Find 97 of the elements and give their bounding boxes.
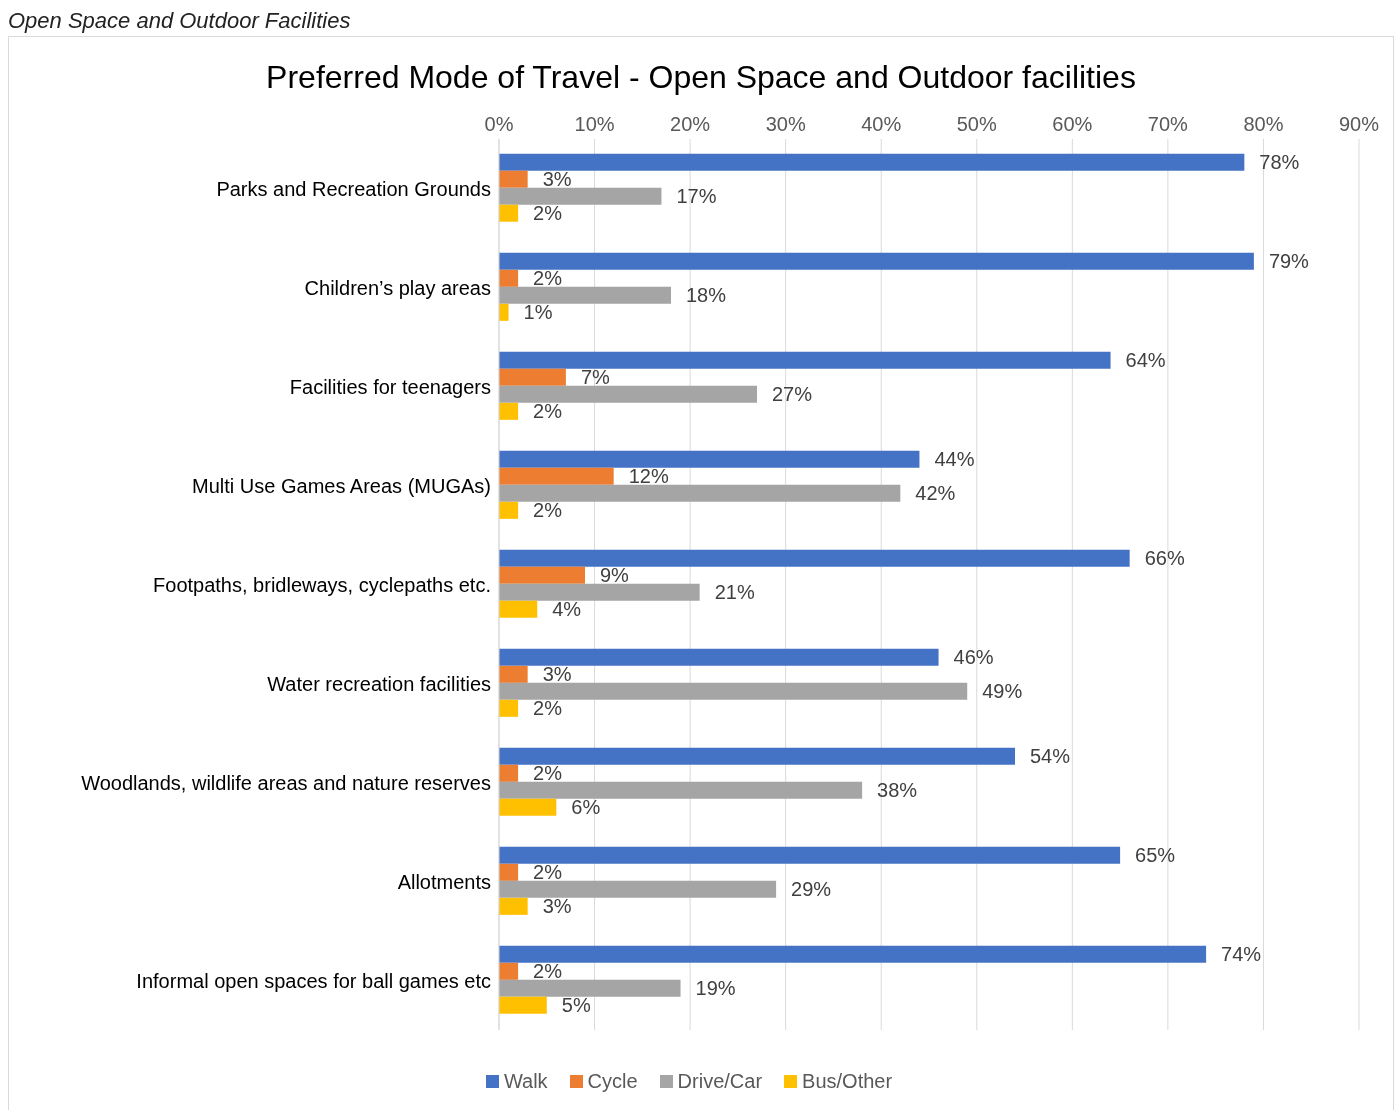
- x-tick-label: 10%: [574, 113, 615, 135]
- bar: [499, 781, 863, 799]
- bar: [499, 979, 681, 997]
- y-tick-label: Parks and Recreation Grounds: [216, 177, 491, 200]
- data-label: 2%: [533, 499, 563, 522]
- chart-title: Preferred Mode of Travel - Open Space and Outdoor facilities: [265, 59, 1137, 97]
- bar: [499, 170, 528, 188]
- x-tick-label: 70%: [1147, 113, 1189, 135]
- data-label: 2%: [533, 400, 563, 423]
- bar: [499, 863, 519, 881]
- x-tick-label: 80%: [1243, 113, 1284, 135]
- data-label: 2%: [533, 267, 563, 290]
- bar: [499, 880, 777, 898]
- bar: [499, 385, 757, 403]
- data-label: 19%: [695, 977, 736, 1000]
- y-tick-label: Multi Use Games Areas (MUGAs): [192, 474, 491, 497]
- bar: [499, 467, 614, 485]
- x-tick-label: 30%: [765, 113, 806, 135]
- bar: [499, 187, 662, 205]
- legend-label: Walk: [502, 1070, 548, 1093]
- data-label: 12%: [628, 465, 669, 488]
- data-label: 2%: [533, 762, 563, 785]
- bar: [499, 204, 519, 222]
- bar: [499, 450, 920, 468]
- data-label: 64%: [1125, 349, 1166, 372]
- data-label: 3%: [542, 895, 572, 918]
- bar: [499, 252, 1254, 270]
- x-tick-label: 20%: [670, 113, 711, 135]
- data-label: 54%: [1030, 745, 1071, 768]
- bar: [499, 682, 968, 700]
- bar: [499, 286, 671, 304]
- data-label: 44%: [934, 448, 975, 471]
- y-tick-label: Informal open spaces for ball games etc: [136, 969, 491, 992]
- data-label: 3%: [542, 663, 572, 686]
- bar: [499, 484, 901, 502]
- data-label: 29%: [791, 878, 832, 901]
- bar: [499, 665, 528, 683]
- legend-label: Bus/Other: [801, 1070, 893, 1093]
- bar: [499, 962, 519, 980]
- bar: [499, 351, 1111, 369]
- bar: [499, 368, 566, 386]
- bar: [499, 747, 1015, 765]
- data-label: 6%: [571, 796, 601, 819]
- data-label: 7%: [580, 366, 611, 389]
- data-label: 17%: [676, 185, 717, 208]
- bar: [499, 699, 519, 717]
- data-label: 38%: [877, 779, 918, 802]
- bar: [499, 402, 519, 420]
- data-label: 2%: [533, 202, 563, 225]
- data-label: 79%: [1268, 250, 1310, 273]
- data-label: 65%: [1135, 844, 1176, 867]
- bar: [499, 583, 700, 601]
- x-tick-label: 40%: [861, 113, 902, 135]
- bar: [499, 303, 509, 321]
- bar: [499, 764, 519, 782]
- data-label: 78%: [1259, 151, 1300, 174]
- text: Open Space and Outdoor Facilities: [8, 8, 351, 33]
- x-tick-label: 60%: [1052, 113, 1093, 135]
- y-tick-label: Footpaths, bridleways, cyclepaths etc.: [153, 573, 491, 596]
- y-tick-label: Woodlands, wildlife areas and nature reserves: [81, 771, 491, 794]
- bar: [499, 897, 528, 915]
- legend-label: Drive/Car: [676, 1070, 763, 1093]
- x-tick-label: 0%: [484, 113, 514, 135]
- data-label: 2%: [533, 960, 563, 983]
- bar: [499, 945, 1207, 963]
- bar: [499, 549, 1130, 567]
- x-tick-label: 90%: [1338, 113, 1380, 135]
- data-label: 49%: [982, 680, 1023, 703]
- data-label: 2%: [533, 697, 563, 720]
- bar: [499, 846, 1121, 864]
- data-label: 42%: [915, 482, 956, 505]
- bar: [499, 996, 547, 1014]
- data-label: 4%: [552, 598, 582, 621]
- x-tick-label: 50%: [956, 113, 998, 135]
- data-label: 74%: [1221, 943, 1262, 966]
- bar: [499, 648, 939, 666]
- bar: [499, 269, 519, 287]
- y-tick-label: Water recreation facilities: [267, 672, 491, 695]
- data-label: 46%: [953, 646, 994, 669]
- data-label: 66%: [1144, 547, 1185, 570]
- bar: [499, 501, 519, 519]
- bar: [499, 798, 557, 816]
- data-label: 5%: [561, 994, 591, 1017]
- bar: [499, 566, 585, 584]
- data-label: 18%: [686, 284, 727, 307]
- y-tick-label: Allotments: [397, 870, 491, 893]
- data-label: 21%: [714, 581, 755, 604]
- legend-label: Cycle: [586, 1070, 638, 1093]
- y-tick-label: Children’s play areas: [304, 276, 491, 299]
- data-label: 2%: [533, 861, 563, 884]
- data-label: 3%: [542, 168, 572, 191]
- bar: [499, 600, 538, 618]
- y-tick-label: Facilities for teenagers: [289, 375, 491, 398]
- data-label: 9%: [600, 564, 630, 587]
- data-label: 27%: [772, 383, 813, 406]
- bar: [499, 153, 1245, 171]
- data-label: 1%: [523, 301, 553, 324]
